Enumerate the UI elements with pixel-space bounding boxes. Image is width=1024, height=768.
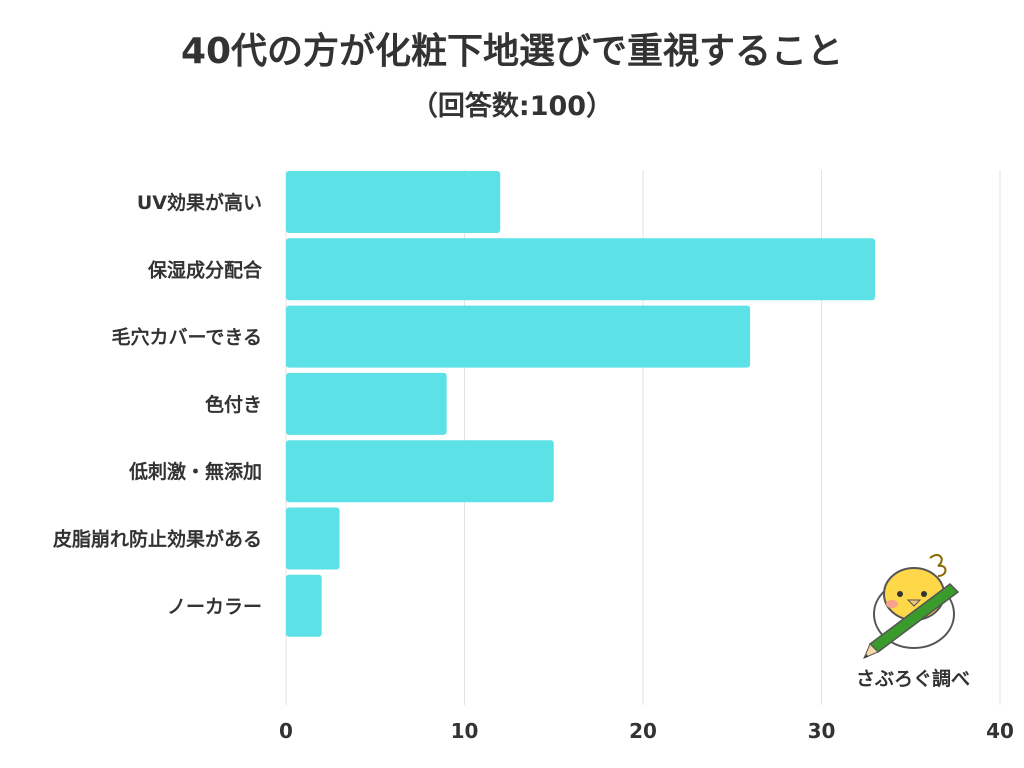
bar [286, 171, 501, 233]
chart-subtitle: （回答数:100） [410, 91, 614, 122]
bar [286, 305, 751, 368]
category-label: 色付き [205, 393, 262, 416]
bar [286, 574, 322, 637]
bird-mascot-icon [863, 554, 960, 659]
category-label: 皮脂崩れ防止効果がある [53, 528, 262, 551]
category-label: UV効果が高い [137, 191, 262, 214]
x-tick-label: 10 [451, 719, 479, 743]
x-tick-label: 40 [986, 719, 1014, 743]
category-label: 毛穴カバーできる [112, 326, 262, 349]
bar [286, 372, 447, 435]
bar [286, 440, 554, 503]
x-tick-label: 30 [808, 719, 836, 743]
x-tick-label: 0 [279, 719, 293, 743]
x-tick-label: 20 [629, 719, 657, 743]
category-label: ノーカラー [167, 596, 262, 618]
category-label: 保湿成分配合 [147, 258, 263, 281]
bar [286, 238, 876, 301]
category-label: 低刺激・無添加 [128, 460, 262, 483]
chart-title: 40代の方が化粧下地選びで重視すること [180, 31, 844, 72]
survey-credit: さぶろぐ調べ [855, 668, 970, 690]
bar [286, 507, 340, 570]
